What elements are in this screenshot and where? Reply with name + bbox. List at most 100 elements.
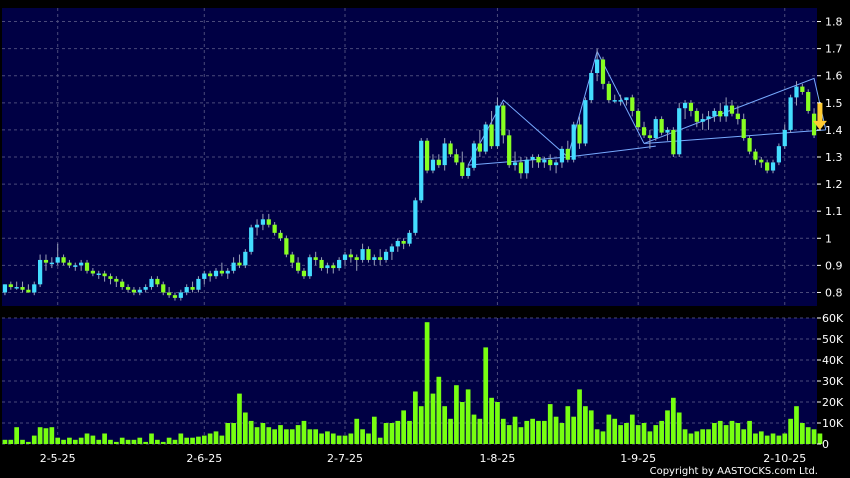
candle-body	[489, 124, 494, 147]
candle-body	[577, 124, 582, 144]
volume-bar	[307, 429, 313, 444]
candle-body	[624, 97, 629, 101]
candle-body	[630, 97, 635, 111]
candle-body	[612, 100, 617, 102]
candle-body	[712, 110, 717, 117]
volume-bar	[495, 402, 500, 444]
volume-bar	[424, 322, 430, 444]
candle-body	[290, 254, 295, 263]
candle-body	[811, 113, 817, 136]
volume-bar	[624, 423, 629, 444]
candle-body	[694, 110, 699, 122]
volume-bar	[665, 410, 670, 444]
volume-bar	[266, 427, 272, 444]
candle-body	[782, 129, 787, 147]
candle-body	[565, 148, 570, 160]
candle-body	[466, 167, 471, 176]
candle-body	[530, 157, 535, 160]
candle-body	[682, 102, 688, 109]
candle-body	[172, 295, 178, 298]
volume-bar	[20, 439, 25, 444]
candle-body	[483, 124, 488, 152]
volume-bar	[659, 420, 664, 444]
volume-bar	[272, 429, 277, 444]
candle-body	[776, 146, 781, 163]
volume-bar	[635, 425, 641, 444]
volume-bar	[137, 437, 143, 444]
volume-bar	[37, 427, 43, 444]
volume-bar	[336, 435, 342, 444]
volume-bar	[805, 427, 811, 444]
volume-bar	[530, 418, 535, 444]
volume-tick-label: 30K	[822, 375, 844, 388]
volume-bar	[594, 429, 600, 444]
volume-bar	[377, 437, 383, 444]
candle-body	[430, 159, 436, 171]
candle-body	[254, 224, 260, 228]
price-tick-label: 1.7	[825, 43, 843, 56]
volume-bar	[190, 437, 195, 444]
volume-bar	[799, 423, 805, 444]
candle-body	[331, 265, 336, 269]
candle-body	[108, 276, 113, 279]
volume-bar	[49, 427, 55, 444]
candle-body	[61, 257, 66, 263]
volume-bar	[747, 420, 752, 444]
volume-bar	[454, 385, 459, 444]
volume-bar	[96, 439, 102, 444]
candle-body	[2, 284, 8, 293]
volume-bar	[31, 435, 37, 444]
candle-body	[524, 159, 529, 174]
volume-bar	[61, 439, 66, 444]
candle-body	[454, 154, 459, 163]
candle-body	[55, 257, 60, 263]
candle-body	[442, 143, 447, 166]
volume-bar	[536, 420, 541, 444]
x-tick-label: 1-9-25	[620, 452, 656, 465]
volume-bar	[143, 441, 148, 444]
volume-bar	[770, 433, 776, 444]
candle-body	[114, 278, 119, 282]
volume-bar	[43, 428, 49, 444]
candle-body	[548, 159, 553, 166]
volume-bar	[160, 441, 166, 444]
candle-body	[665, 129, 670, 133]
volume-bar	[776, 435, 782, 444]
candle-body	[84, 262, 90, 271]
candle-body	[143, 287, 148, 290]
volume-bar	[295, 425, 301, 444]
price-tick-label: 0.9	[825, 259, 843, 272]
volume-bar	[26, 441, 31, 444]
candle-body	[178, 292, 183, 298]
candle-body	[553, 162, 559, 166]
candle-body	[542, 159, 547, 163]
volume-bar	[313, 429, 319, 444]
volume-bar	[254, 427, 260, 444]
candle-body	[378, 257, 383, 260]
volume-bar	[225, 423, 231, 444]
volume-bar	[401, 410, 406, 444]
candle-body	[243, 251, 248, 266]
volume-bar	[788, 418, 793, 444]
volume-bar	[506, 425, 512, 444]
volume-bar	[418, 406, 424, 444]
volume-bar	[371, 416, 377, 444]
candle-body	[196, 278, 201, 290]
candle-body	[741, 119, 746, 139]
candle-body	[337, 259, 342, 269]
candle-body	[600, 59, 606, 84]
volume-bar	[219, 435, 225, 444]
volume-bar	[55, 437, 61, 444]
candle-body	[753, 151, 758, 160]
x-tick-label: 1-8-25	[479, 452, 515, 465]
volume-bar	[688, 433, 694, 444]
volume-bar	[612, 418, 618, 444]
volume-bar	[459, 402, 465, 444]
candle-body	[8, 284, 13, 288]
candle-body	[325, 265, 330, 269]
candle-body	[501, 105, 506, 136]
volume-bar	[571, 416, 577, 444]
candle-body	[794, 86, 799, 98]
volume-bar	[330, 433, 336, 444]
price-tick-label: 1.3	[825, 151, 843, 164]
